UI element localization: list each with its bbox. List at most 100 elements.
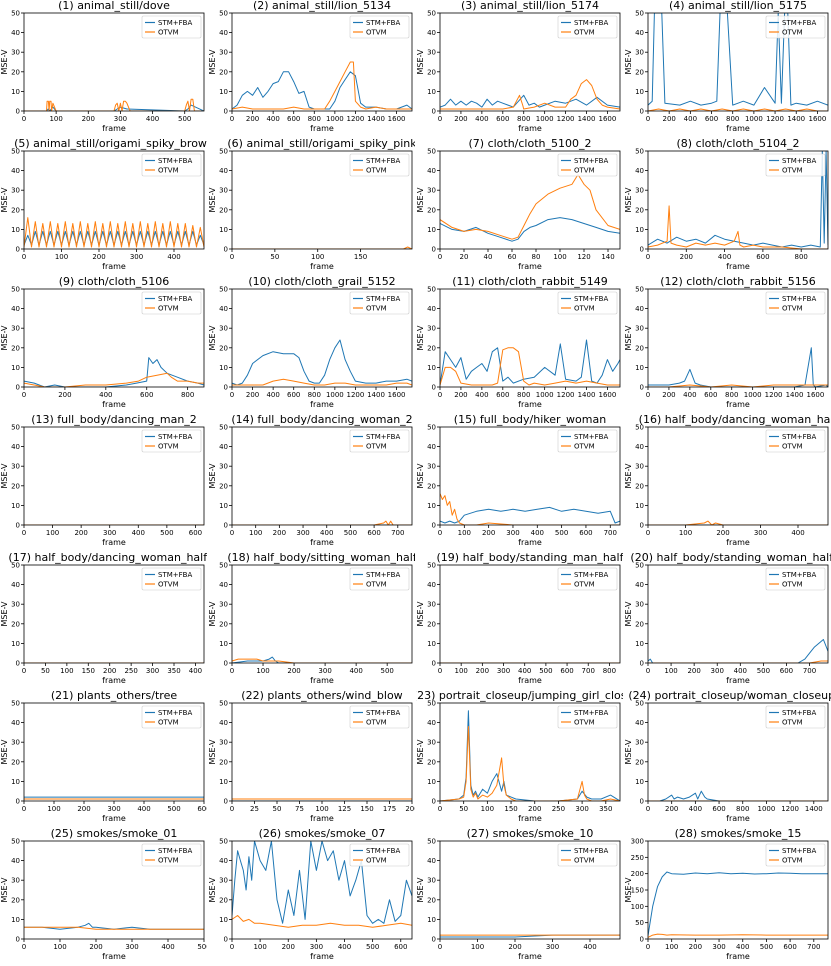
chart-panel-16: (16) half_body/dancing_woman_half 0 10 20 30… — [624, 414, 831, 547]
x-axis-label: frame — [726, 124, 750, 133]
x-tick-label: 200 — [82, 115, 95, 123]
legend-label-otvm: OTVM — [158, 167, 179, 175]
y-axis-label: MSE-V — [624, 739, 633, 764]
x-tick-label: 300 — [546, 943, 559, 951]
chart-panel-23: (23) portrait_closeup/jumping_girl_close… — [416, 690, 623, 823]
x-tick-label: 800 — [736, 805, 749, 813]
y-tick-label: 10 — [635, 502, 644, 510]
x-tick-label: 700 — [604, 529, 617, 537]
chart-title: (27) smokes/smoke_10 — [467, 828, 594, 840]
chart-panel-28: (28) smokes/smoke_15 0 50 100 150 200 250 300 0 1… — [624, 828, 829, 961]
y-tick-label: 0 — [224, 246, 228, 254]
y-tick-label: 0 — [16, 246, 20, 254]
y-axis-label: MSE-V — [416, 877, 425, 902]
x-tick-label: 0 — [22, 253, 26, 261]
y-tick-label: 20 — [219, 896, 228, 904]
y-tick-label: 40 — [219, 443, 228, 451]
x-axis-label: frame — [310, 262, 334, 271]
x-tick-label: 0 — [646, 115, 650, 123]
chart-title: (2) animal_still/lion_5134 — [253, 0, 391, 12]
x-tick-label: 1600 — [808, 115, 826, 123]
legend-label-otvm: OTVM — [366, 305, 387, 313]
y-tick-label: 30 — [427, 49, 436, 57]
series-line-otvm — [24, 926, 204, 930]
chart-panel-12: (12) cloth/cloth_rabbit_5156 0 10 20 30 40 50 0… — [624, 276, 829, 409]
chart-title: (3) animal_still/lion_5174 — [461, 0, 599, 12]
x-tick-label: 0 — [22, 667, 26, 675]
y-tick-label: 30 — [427, 601, 436, 609]
x-axis-label: frame — [518, 952, 542, 961]
x-tick-label: 1200 — [765, 391, 783, 399]
axes-frame — [647, 426, 829, 526]
x-tick-label: 300 — [711, 667, 724, 675]
y-tick-label: 50 — [635, 10, 644, 18]
y-tick-label: 50 — [11, 838, 20, 846]
x-tick-label: 600 — [712, 805, 725, 813]
x-axis-label: frame — [310, 952, 334, 961]
axes-frame — [439, 426, 621, 526]
legend-label-stm: STM+FBA — [782, 19, 816, 27]
x-tick-label: 400 — [736, 943, 749, 951]
legend-label-stm: STM+FBA — [158, 571, 192, 579]
chart-panel-8: (8) cloth/cloth_5104_2 0 10 20 30 40 50 0 200 400… — [624, 138, 829, 271]
y-tick-label: 30 — [11, 49, 20, 57]
legend-box — [349, 153, 410, 177]
x-tick-label: 100 — [46, 529, 59, 537]
x-tick-label: 700 — [803, 667, 816, 675]
chart-title: (4) animal_still/lion_5175 — [669, 0, 807, 12]
y-tick-label: 0 — [640, 522, 644, 530]
axes-frame — [439, 564, 621, 664]
x-axis-label: frame — [518, 124, 542, 133]
x-tick-label: 60 — [508, 253, 517, 261]
y-axis-label: MSE-V — [208, 463, 217, 488]
chart-title: (12) cloth/cloth_rabbit_5156 — [660, 276, 816, 288]
x-tick-label: 100 — [47, 805, 60, 813]
legend-box — [141, 567, 202, 591]
y-tick-label: 40 — [427, 443, 436, 451]
chart-title: (24) portrait_closeup/woman_closeup_2 — [628, 690, 831, 702]
x-tick-label: 600 — [197, 805, 207, 813]
x-tick-label: 600 — [367, 529, 380, 537]
x-tick-label: 600 — [704, 391, 717, 399]
y-tick-label: 0 — [16, 936, 20, 944]
y-tick-label: 50 — [635, 919, 644, 927]
series-line-otvm — [648, 933, 828, 938]
y-axis-label: MSE-V — [624, 601, 633, 626]
x-tick-label: 0 — [438, 667, 442, 675]
y-axis-label: MSE-V — [0, 739, 9, 764]
y-tick-label: 50 — [427, 838, 436, 846]
legend-box — [765, 15, 826, 39]
x-tick-label: 600 — [189, 529, 202, 537]
legend-label-otvm: OTVM — [366, 581, 387, 589]
legend-label-otvm: OTVM — [158, 581, 179, 589]
series-line-stm — [232, 71, 412, 110]
x-tick-label: 200 — [716, 529, 729, 537]
legend: STM+FBA OTVM — [349, 429, 410, 453]
x-tick-label: 400 — [167, 253, 180, 261]
legend-label-otvm: OTVM — [366, 443, 387, 451]
x-tick-label: 300 — [107, 805, 120, 813]
x-tick-label: 1400 — [578, 115, 596, 123]
x-tick-label: 0 — [646, 667, 650, 675]
series-line-otvm — [232, 61, 412, 110]
legend: STM+FBA OTVM — [765, 705, 826, 729]
x-tick-label: 500 — [178, 115, 191, 123]
y-tick-label: 20 — [427, 620, 436, 628]
y-tick-label: 0 — [640, 108, 644, 116]
legend-label-stm: STM+FBA — [366, 19, 400, 27]
legend-label-otvm: OTVM — [782, 29, 803, 37]
x-tick-label: 100 — [55, 253, 68, 261]
x-tick-label: 1000 — [326, 115, 344, 123]
y-tick-label: 0 — [224, 108, 228, 116]
legend: STM+FBA OTVM — [141, 705, 202, 729]
x-tick-label: 100 — [679, 529, 692, 537]
x-tick-label: 50 — [459, 805, 468, 813]
x-tick-label: 1000 — [758, 805, 776, 813]
x-tick-label: 300 — [296, 529, 309, 537]
series-line-otvm — [440, 79, 620, 110]
chart-panel-5: (5) animal_still/origami_spiky_brown 0 10 2… — [0, 138, 207, 271]
x-tick-label: 1200 — [557, 115, 575, 123]
series-line-otvm — [232, 520, 412, 525]
y-tick-label: 50 — [219, 424, 228, 432]
